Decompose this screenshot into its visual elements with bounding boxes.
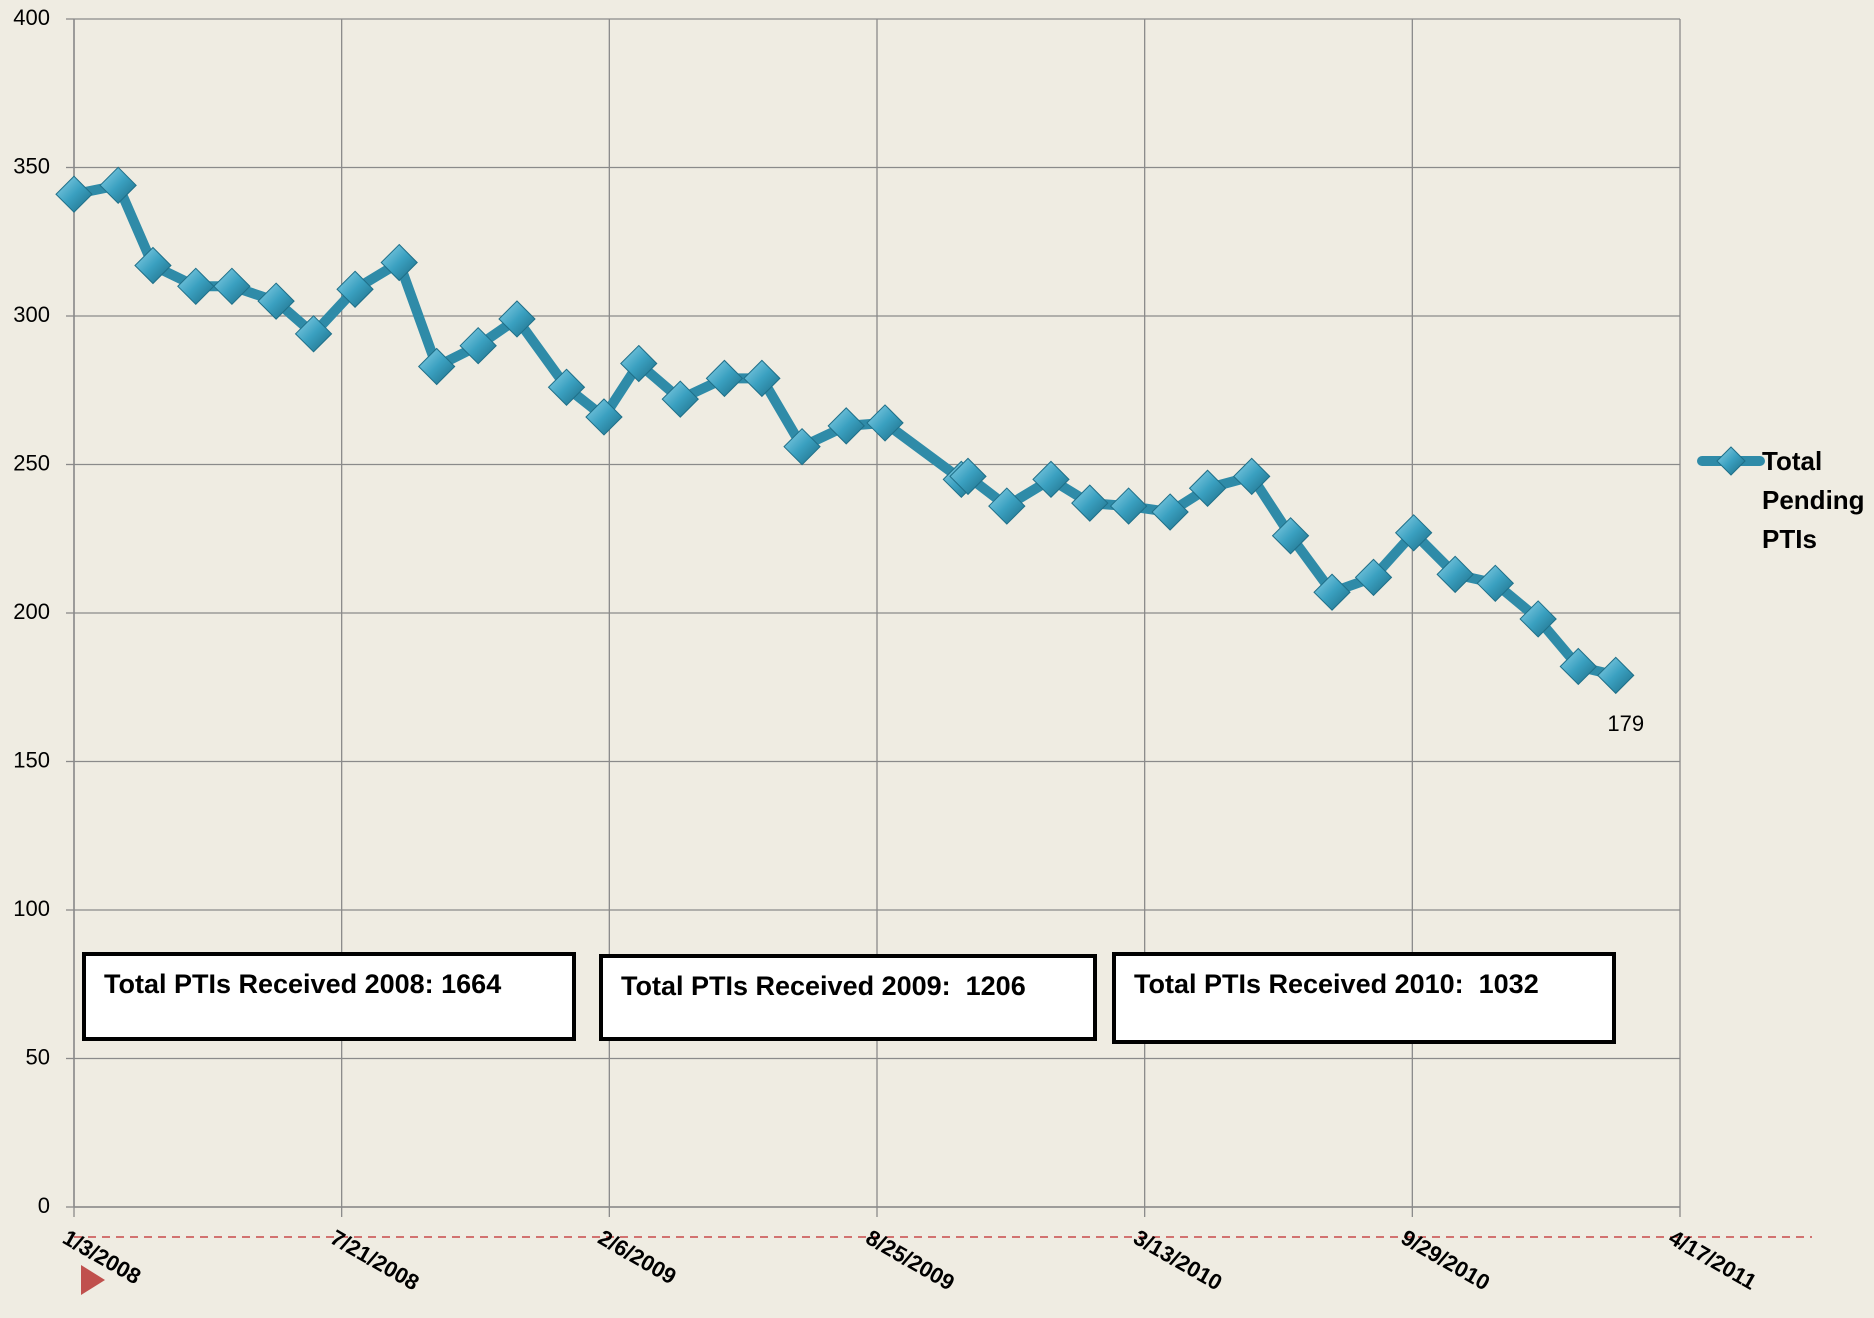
annotation-text: Total PTIs Received 2009: 1206 [621,971,1026,1001]
y-tick-label: 250 [13,450,50,475]
data-point [949,457,987,496]
marker-arrow [81,1265,105,1295]
y-tick-label: 400 [13,5,50,30]
annotation-text: Total PTIs Received 2010: 1032 [1134,969,1539,999]
data-point [417,347,456,386]
x-tick-label: 2/6/2009 [594,1225,681,1289]
data-point [1233,457,1271,496]
x-tick-label: 4/17/2011 [1665,1225,1761,1295]
data-point [585,398,623,436]
x-tick-label: 3/13/2010 [1129,1225,1226,1296]
data-point [705,359,744,398]
data-point [1109,487,1148,525]
data-point [1313,573,1351,611]
data-point [55,175,93,213]
data-point [257,282,295,320]
data-point [498,300,536,338]
legend-label: Total Pending PTIs [1762,446,1872,554]
y-tick-label: 0 [38,1193,50,1218]
data-point [1071,484,1109,522]
annotation-box [599,954,1097,1041]
data-point [1188,469,1227,507]
data-point [1032,460,1070,499]
x-tick-label: 9/29/2010 [1397,1225,1494,1296]
annotation-box [1112,952,1616,1044]
data-point [380,243,418,282]
y-tick-label: 350 [13,153,50,178]
data-point [134,246,172,285]
data-point [336,270,374,308]
data-point [1354,558,1393,597]
y-tick-label: 50 [26,1044,50,1069]
data-point [783,427,821,466]
y-tick-label: 150 [13,747,50,772]
x-tick-label: 7/21/2008 [326,1225,423,1296]
data-point [1394,514,1433,552]
data-point [1476,564,1515,603]
data-label: 179 [1607,711,1644,736]
data-point [459,326,497,365]
data-point [547,368,586,406]
data-point [827,407,865,445]
data-point [213,267,251,306]
data-point [1151,493,1189,531]
y-tick-label: 300 [13,302,50,327]
legend-marker [1716,446,1746,476]
data-point [99,166,137,205]
annotation-box [82,952,576,1041]
y-tick-label: 200 [13,599,50,624]
data-point [743,359,781,398]
x-tick-label: 8/25/2009 [862,1225,959,1296]
data-point [620,344,658,383]
data-point [294,315,333,353]
data-point [866,404,904,442]
data-point [1559,647,1597,686]
data-point [177,267,215,306]
annotation-text: Total PTIs Received 2008: 1664 [104,969,501,999]
data-point [988,487,1026,525]
data-point [1271,517,1310,555]
data-point [661,380,699,418]
data-point [1519,600,1557,638]
data-point [1436,555,1474,594]
y-tick-label: 100 [13,896,50,921]
data-point [1597,656,1635,695]
